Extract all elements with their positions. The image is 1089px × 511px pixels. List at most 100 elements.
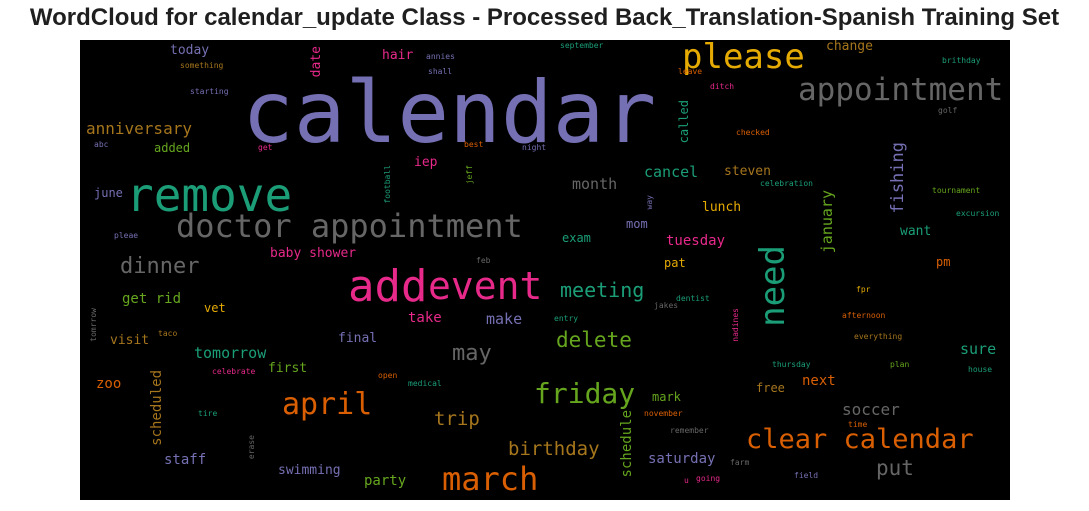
word-want: want xyxy=(900,224,932,239)
word-pat: pat xyxy=(664,256,686,270)
word-thursday: thursday xyxy=(772,360,811,369)
word-delete: delete xyxy=(556,328,632,352)
word-medical: medical xyxy=(408,379,442,388)
word-u: u xyxy=(684,476,689,485)
word-friday: friday xyxy=(534,377,636,410)
word-doctor-appointment: doctor appointment xyxy=(176,207,523,245)
word-get: get xyxy=(258,143,273,152)
word-jeff: jeff xyxy=(465,165,474,185)
word-september: september xyxy=(560,41,604,50)
word-today: today xyxy=(170,43,210,58)
word-june: june xyxy=(94,186,123,200)
word-leave: leave xyxy=(678,67,703,76)
word-next: next xyxy=(802,373,836,389)
word-put: put xyxy=(876,456,914,480)
word-time: time xyxy=(848,420,868,429)
word-fpr: fpr xyxy=(856,285,871,294)
word-anniversary: anniversary xyxy=(86,119,192,138)
word-dentist: dentist xyxy=(676,294,710,303)
word-exam: exam xyxy=(562,231,591,245)
word-abc: abc xyxy=(94,140,109,149)
word-first: first xyxy=(268,361,308,376)
word-everything: everything xyxy=(854,332,903,341)
word-excursion: excursion xyxy=(956,209,1000,218)
word-free: free xyxy=(756,381,785,395)
word-remove: remove xyxy=(126,168,293,222)
word-hair: hair xyxy=(382,48,414,63)
word-taco: taco xyxy=(158,329,178,338)
word-pleae: pleae xyxy=(114,231,139,240)
word-schedule: schedule xyxy=(619,410,635,478)
word-final: final xyxy=(338,331,378,346)
word-house: house xyxy=(968,365,993,374)
word-farm: farm xyxy=(730,458,750,467)
word-ditch: ditch xyxy=(710,82,735,91)
word-celebration: celebration xyxy=(760,179,813,188)
word-date: date xyxy=(309,46,324,78)
word-swimming: swimming xyxy=(278,463,341,478)
wordcloud-canvas: calendar remove add event need please doctor a… xyxy=(80,40,1010,500)
word-staff: staff xyxy=(164,452,207,468)
word-entry: entry xyxy=(554,314,579,323)
word-visit: visit xyxy=(110,333,150,348)
word-feb: feb xyxy=(476,256,491,265)
word-pm: pm xyxy=(936,255,951,269)
word-birthday: birthday xyxy=(508,438,600,460)
word-brithday: brithday xyxy=(942,56,981,65)
word-mark: mark xyxy=(652,390,681,404)
word-trip: trip xyxy=(434,408,480,430)
word-starting: starting xyxy=(190,87,229,96)
word-tomrrow: tomrrow xyxy=(89,308,98,342)
word-going: going xyxy=(696,474,721,483)
word-plan: plan xyxy=(890,360,910,369)
word-added: added xyxy=(154,141,191,155)
word-fishing: fishing xyxy=(888,142,908,214)
word-nadines: nadines xyxy=(731,308,740,342)
word-checked: checked xyxy=(736,128,770,137)
word-night: night xyxy=(522,143,547,152)
word-vet: vet xyxy=(204,301,226,315)
word-april: april xyxy=(282,387,373,422)
word-saturday: saturday xyxy=(648,451,716,467)
word-golf: golf xyxy=(938,106,958,115)
word-football: football xyxy=(383,165,392,204)
word-something: something xyxy=(180,61,224,70)
word-sure: sure xyxy=(960,340,997,358)
word-iep: iep xyxy=(414,155,438,170)
word-add: add xyxy=(348,261,428,312)
word-scheduled: scheduled xyxy=(149,370,165,446)
word-jakes: jakes xyxy=(654,301,679,310)
word-soccer: soccer xyxy=(842,400,900,419)
word-best: best xyxy=(464,140,484,149)
word-way: way xyxy=(645,195,654,210)
word-tournament: tournament xyxy=(932,186,981,195)
word-month: month xyxy=(572,175,618,193)
word-tire: tire xyxy=(198,409,218,418)
word-take: take xyxy=(408,310,442,326)
word-steven: steven xyxy=(724,164,771,179)
word-zoo: zoo xyxy=(96,376,122,392)
word-cancel: cancel xyxy=(644,163,699,181)
word-lunch: lunch xyxy=(702,200,742,215)
word-celebrate: celebrate xyxy=(212,367,256,376)
word-appointment: appointment xyxy=(798,72,1004,108)
word-party: party xyxy=(364,473,407,489)
word-field: field xyxy=(794,471,819,480)
word-called: called xyxy=(677,100,691,144)
word-need: need xyxy=(753,245,793,327)
word-may: may xyxy=(452,341,492,366)
word-event: event xyxy=(428,264,543,308)
word-tuesday: tuesday xyxy=(666,233,726,249)
word-change: change xyxy=(826,40,873,54)
word-make: make xyxy=(486,310,523,328)
word-erase: erase xyxy=(247,435,256,460)
word-remember: remember xyxy=(670,426,709,435)
word-january: january xyxy=(818,190,836,254)
word-open: open xyxy=(378,371,398,380)
word-meeting: meeting xyxy=(560,278,645,302)
word-dinner: dinner xyxy=(120,254,200,279)
chart-title: WordCloud for calendar_update Class - Pr… xyxy=(29,4,1060,31)
word-get-rid: get rid xyxy=(122,291,182,307)
word-calendar: calendar xyxy=(242,63,657,163)
word-baby-shower: baby shower xyxy=(270,246,357,261)
